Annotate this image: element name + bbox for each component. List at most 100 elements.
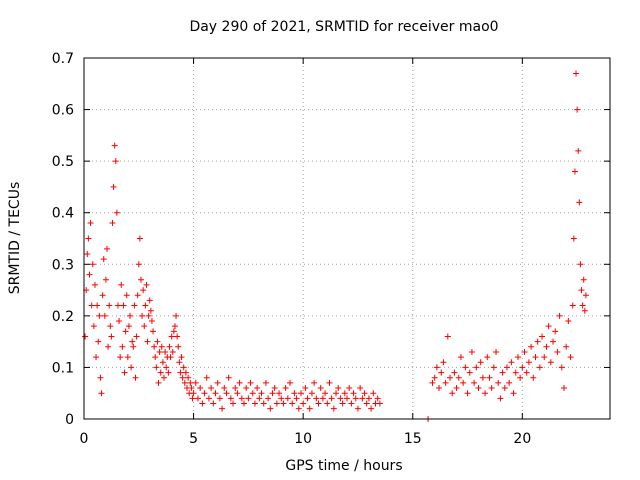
data-point [368,405,375,412]
data-point [554,348,561,355]
data-point [319,395,326,402]
data-point [482,390,489,397]
data-point [171,323,178,330]
data-point [543,343,550,350]
data-point [234,390,241,397]
data-point [136,235,143,242]
data-point [348,400,355,407]
data-point [525,359,532,366]
y-tick-label: 0.2 [52,309,74,325]
data-point [477,359,484,366]
x-axis-label: GPS time / hours [285,458,402,474]
data-point [444,333,451,340]
data-point [117,354,124,361]
data-point [433,364,440,371]
data-point [124,354,131,361]
data-point [85,235,92,242]
data-point [185,374,192,381]
data-point [238,395,245,402]
chart-title: Day 290 of 2021, SRMTID for receiver mao… [189,19,498,35]
data-point [547,359,554,366]
y-tick-label: 0.1 [52,360,74,376]
data-point [159,359,166,366]
data-point [219,405,226,412]
data-point [95,338,102,345]
data-point [249,390,256,397]
data-point [150,328,157,335]
data-point [574,106,581,113]
data-point [567,354,574,361]
data-point [536,364,543,371]
data-point [182,369,189,376]
data-point [189,395,196,402]
data-point [499,369,506,376]
data-point [230,400,237,407]
data-point [132,374,139,381]
data-point [306,405,313,412]
data-point [134,292,141,299]
data-point [571,168,578,175]
data-point [165,369,172,376]
data-point [88,302,95,309]
data-point [128,364,135,371]
data-point [333,390,340,397]
data-point [169,348,176,355]
data-point [282,385,289,392]
data-point [82,333,89,340]
data-point [493,348,500,355]
data-point [359,395,366,402]
data-point [139,312,146,319]
data-point [365,395,372,402]
data-point [190,390,197,397]
data-point [304,395,311,402]
data-point [205,395,212,402]
data-point [236,379,243,386]
data-point [363,400,370,407]
data-point [158,343,165,350]
data-point [247,379,254,386]
data-point [148,318,155,325]
data-point [133,333,140,340]
data-point [90,323,97,330]
data-point [308,390,315,397]
data-point [479,374,486,381]
data-point [570,235,577,242]
data-point [484,354,491,361]
data-point [497,395,504,402]
data-point [510,390,517,397]
y-axis-label: SRMTID / TECUs [7,182,23,295]
data-point [221,385,228,392]
data-point [295,405,302,412]
data-point [545,323,552,330]
data-point [370,390,377,397]
data-point [451,369,458,376]
data-point [575,147,582,154]
data-point [556,312,563,319]
data-point [317,385,324,392]
data-point [506,379,513,386]
data-point [245,395,252,402]
data-point [262,379,269,386]
data-point [429,379,436,386]
data-point [514,354,521,361]
data-point [552,328,559,335]
data-point [578,287,585,294]
data-point [94,302,101,309]
data-point [539,333,546,340]
data-point [311,379,318,386]
data-point [146,297,153,304]
data-point [197,385,204,392]
data-point [153,364,160,371]
data-point [157,369,164,376]
data-point [91,281,98,288]
data-point [129,338,136,345]
data-point [121,369,128,376]
data-point [462,364,469,371]
data-point [541,354,548,361]
data-point [123,292,130,299]
data-point [170,328,177,335]
data-point [89,261,96,268]
data-point [315,400,322,407]
data-point [271,385,278,392]
